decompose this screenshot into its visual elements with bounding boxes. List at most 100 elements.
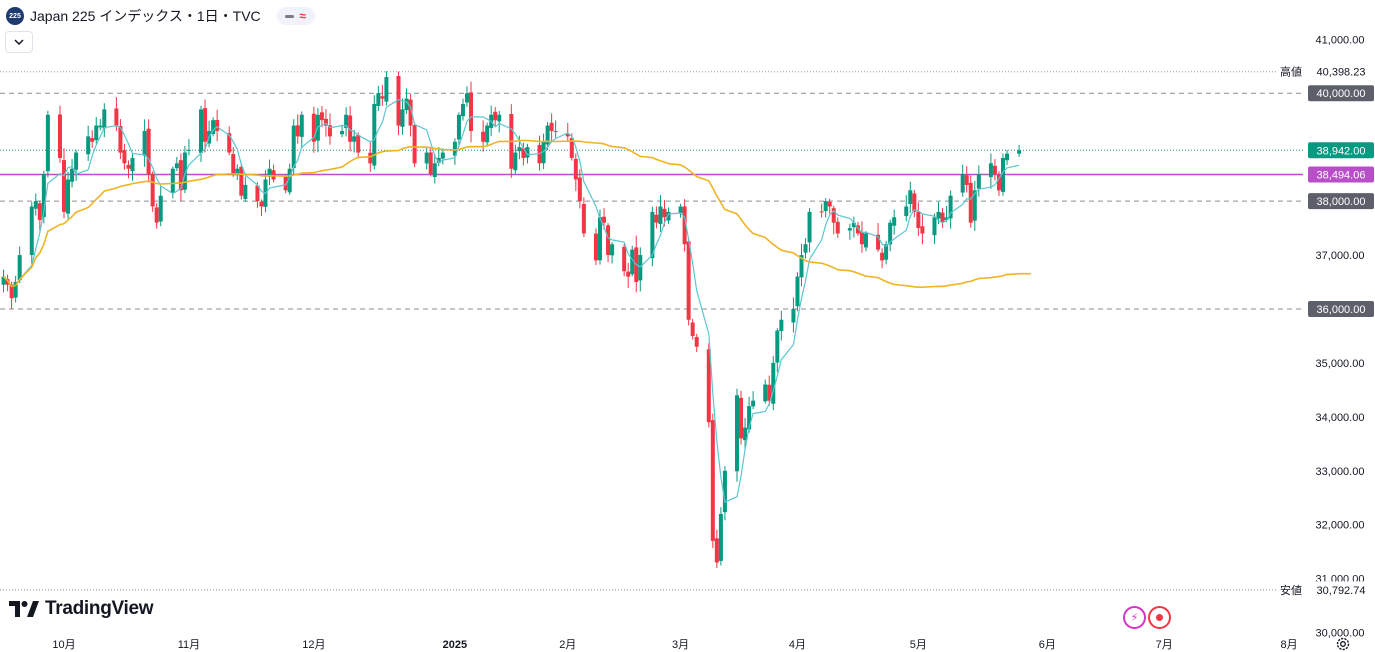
candle-body (178, 160, 183, 191)
candle-body (739, 397, 744, 439)
time-tick-label: 10月 (52, 639, 75, 651)
candle-body (763, 384, 768, 402)
candle-body (380, 96, 385, 99)
candle-body (606, 225, 611, 256)
candle-body (549, 122, 554, 131)
candle-body (102, 109, 107, 129)
candle-body (45, 114, 50, 172)
candle-body (255, 185, 260, 202)
candle-body (916, 211, 921, 229)
candle-body (400, 109, 405, 127)
candle-body (9, 284, 14, 299)
candle-body (1, 276, 6, 285)
record-icon[interactable] (1148, 606, 1171, 629)
collapse-chevron-icon[interactable] (5, 31, 33, 53)
candle-body (948, 195, 953, 219)
price-tag (1308, 300, 1374, 317)
candle-body (57, 114, 62, 158)
price-tag (1307, 581, 1375, 599)
wave-icon: ≈ (299, 9, 306, 23)
time-axis[interactable]: 10月 11月 12月 2025 2月 3月 4月 5月 6月 7月 8月 (52, 639, 1297, 651)
price-tag-caption: 高値 (1280, 65, 1302, 79)
candle-body (847, 228, 852, 231)
candle-body (146, 128, 151, 175)
minus-icon (285, 14, 295, 18)
candle-body (243, 184, 248, 199)
candle-body (170, 168, 175, 193)
price-tick-label: 34,000.00 (1316, 412, 1365, 424)
candle-body (791, 308, 796, 323)
candle-body (436, 157, 441, 163)
candle-body (686, 241, 691, 320)
candle-body (694, 337, 699, 347)
gear-icon[interactable] (1335, 636, 1351, 652)
candle-body (932, 217, 937, 236)
candle-body (936, 211, 941, 219)
candle-body (577, 177, 582, 202)
candle-body (517, 147, 522, 152)
candle-body (311, 113, 316, 142)
time-tick-label: 5月 (910, 639, 927, 651)
candle-body (74, 152, 79, 170)
candle-body (154, 207, 159, 223)
symbol-badge[interactable]: 225 (6, 7, 24, 25)
candle-body (920, 226, 925, 234)
candle-body (525, 147, 530, 158)
candle-body (327, 125, 332, 137)
candle-body (356, 134, 361, 153)
candle-body (827, 201, 832, 207)
candle-body (863, 233, 868, 248)
price-tick-label: 32,000.00 (1316, 520, 1365, 532)
candle-body (767, 384, 772, 401)
candle-body (62, 160, 66, 212)
candle-body (94, 125, 99, 141)
candle-body (513, 152, 518, 171)
candle-body (597, 217, 602, 261)
time-tick-label: 8月 (1281, 639, 1298, 651)
price-tag-caption-bg (1276, 63, 1306, 80)
candle-body (114, 108, 119, 126)
time-tick-label: 4月 (789, 639, 806, 651)
logo-text: TradingView (45, 598, 154, 619)
candle-body (98, 125, 103, 128)
price-axis[interactable]: 41,000.00 37,000.00 35,000.00 34,000.00 33,0… (1276, 34, 1375, 640)
price-tag-label: 36,000.00 (1317, 304, 1366, 316)
candle-body (299, 114, 304, 137)
candle-body (29, 206, 34, 256)
lightning-alert-icon[interactable]: ⚡ (1123, 606, 1146, 629)
candle-body (227, 133, 232, 153)
candle-body (469, 92, 474, 131)
tradingview-logo[interactable]: TradingView (9, 598, 154, 620)
candle-body (803, 244, 808, 253)
candle-body (319, 112, 324, 121)
candle-body (859, 231, 864, 245)
candle-body (408, 99, 413, 126)
candle-body (880, 252, 885, 261)
price-tag-caption: 安値 (1280, 583, 1302, 597)
price-tick-label: 35,000.00 (1316, 358, 1365, 370)
candle-body (142, 130, 147, 156)
price-tag-label: 38,942.00 (1317, 145, 1366, 157)
candle-body (368, 152, 373, 164)
candle-body (799, 255, 804, 278)
candle-body (992, 165, 997, 175)
indicator-pill-icon[interactable]: ≈ (276, 7, 315, 25)
price-tag (1308, 85, 1374, 102)
candle-body (638, 255, 643, 281)
candle-body (988, 163, 993, 178)
candle-body (610, 244, 615, 256)
candle-body (630, 249, 635, 275)
candle-body (211, 120, 216, 134)
chart-title[interactable]: Japan 225 インデックス・1日・TVC (30, 8, 261, 24)
candle-body (130, 157, 135, 172)
candle-body (497, 114, 502, 122)
price-tag-label: 40,000.00 (1317, 88, 1366, 100)
candle-body (348, 115, 353, 142)
candle-body (465, 93, 469, 103)
candle-body (807, 211, 812, 243)
candle-body (654, 214, 659, 223)
candle-body (259, 201, 264, 207)
candle-body (215, 119, 220, 131)
candle-body (90, 138, 95, 142)
